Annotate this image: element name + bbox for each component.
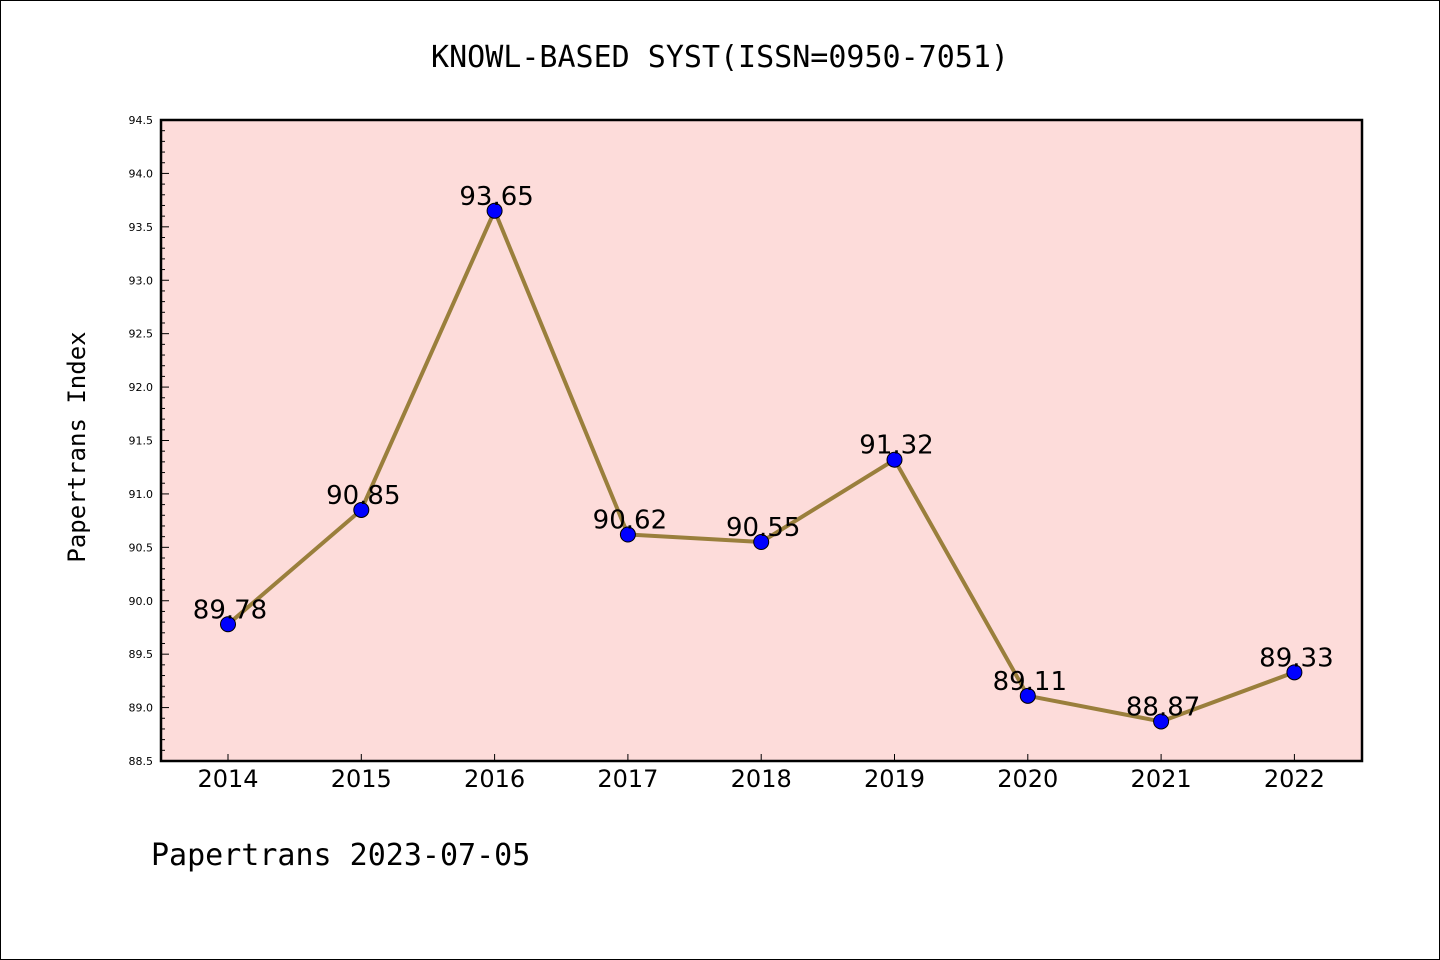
data-markers	[220, 202, 1303, 730]
y-tick-label: 90.0	[129, 595, 154, 608]
data-point	[886, 451, 903, 468]
data-point	[1019, 687, 1036, 704]
x-tick-label: 2020	[997, 765, 1058, 793]
data-label: 90.55	[726, 513, 800, 543]
data-label: 89.11	[993, 667, 1067, 697]
y-tick-label: 88.5	[129, 755, 154, 768]
x-tick-label: 2015	[331, 765, 392, 793]
data-point	[220, 616, 236, 633]
data-point	[753, 533, 770, 550]
x-tick-label: 2014	[197, 765, 258, 793]
y-tick-label: 91.0	[129, 488, 154, 501]
y-axis: 88.5 89.0 89.5 90.0 90.5 91.0 91.5 92.0 92.5 93.0…	[129, 114, 169, 768]
plot-area	[159, 118, 1364, 763]
data-labels: 89.78 90.85 93.65 90.62 90.55 91.32 89.11 88.87…	[193, 182, 1334, 723]
x-tick-label: 2016	[464, 765, 525, 793]
y-tick-label: 94.5	[129, 114, 154, 127]
data-label: 89.78	[193, 595, 267, 625]
data-label: 89.33	[1259, 643, 1333, 673]
x-tick-label: 2021	[1131, 765, 1192, 793]
data-label: 90.62	[593, 506, 667, 536]
y-axis-label: Papertrans Index	[63, 331, 91, 562]
data-point	[1286, 664, 1303, 681]
x-tick-label: 2017	[597, 765, 658, 793]
data-label: 91.32	[859, 431, 933, 461]
x-axis: 2014 2015 2016 2017 2018 2019 2020 2021 2022	[197, 754, 1325, 793]
data-label: 90.85	[326, 481, 400, 511]
y-tick-label: 92.5	[129, 328, 154, 341]
chart-title: KNOWL-BASED SYST(ISSN=0950-7051)	[431, 40, 1009, 75]
y-tick-label: 93.0	[129, 274, 154, 287]
data-point	[619, 526, 636, 543]
x-tick-label: 2022	[1264, 765, 1325, 793]
y-tick-label: 89.0	[129, 702, 154, 715]
y-tick-label: 92.0	[129, 381, 154, 394]
data-label: 88.87	[1126, 692, 1200, 722]
data-label: 93.65	[459, 182, 533, 212]
x-tick-label: 2018	[731, 765, 792, 793]
data-point	[486, 202, 503, 219]
y-tick-label: 89.5	[129, 648, 154, 661]
y-tick-label: 94.0	[129, 167, 154, 180]
data-point	[353, 501, 370, 518]
footer-text: Papertrans 2023-07-05	[151, 838, 530, 873]
y-tick-label: 91.5	[129, 435, 154, 448]
y-tick-label: 90.5	[129, 541, 154, 554]
x-tick-label: 2019	[864, 765, 925, 793]
data-point	[1153, 713, 1170, 730]
y-tick-label: 93.5	[129, 221, 154, 234]
